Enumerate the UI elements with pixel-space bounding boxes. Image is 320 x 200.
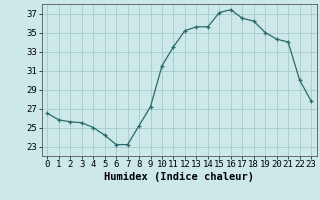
X-axis label: Humidex (Indice chaleur): Humidex (Indice chaleur) (104, 172, 254, 182)
